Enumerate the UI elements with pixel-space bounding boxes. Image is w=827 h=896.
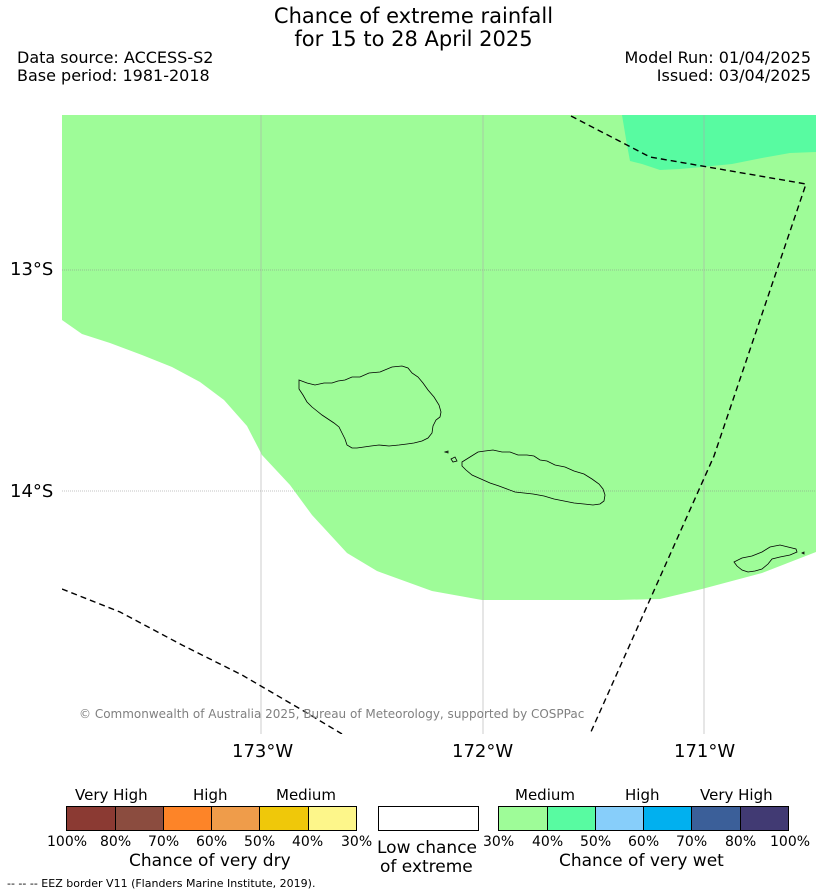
dry-tick: 30% [341,834,373,850]
data-source-label: Data source: ACCESS-S2 [17,48,214,67]
wet-swatch-80-100 [740,806,789,831]
wet-tick: 60% [628,834,660,850]
dry-swatch-30-40 [308,806,357,831]
wet-category-high: High [625,786,660,804]
wet-swatch-50-60 [595,806,644,831]
map-title-line1: Chance of extreme rainfall [273,4,554,28]
eez-borders [62,115,807,734]
wet-swatch-30-40 [498,806,548,831]
dry-legend-title: Chance of very dry [129,851,291,871]
dry-tick: 40% [292,834,324,850]
wet-tick: 80% [725,834,757,850]
model-run-label: Model Run: 01/04/2025 [624,48,812,67]
dry-category-medium: Medium [276,786,336,804]
island-upolu [461,449,606,506]
lat-label-14s: 14°S [10,481,54,502]
lon-label-173w: 173°W [232,741,294,762]
eez-border-east [570,115,807,734]
base-period-label: Base period: 1981-2018 [17,66,210,85]
island-tutuila [733,544,798,573]
dry-swatch-70-80 [115,806,164,831]
low-chance-title-line1: Low chance [377,838,477,858]
dry-swatch-60-70 [163,806,212,831]
lon-label-171w: 171°W [674,741,736,762]
rainfall-map [62,115,816,734]
medium-wet-40-region [622,115,816,170]
wet-tick: 40% [532,834,564,850]
map-title-line2: for 15 to 28 April 2025 [294,27,533,51]
dry-tick: 50% [244,834,276,850]
dry-category-very-high: Very High [75,786,148,804]
wet-tick: 100% [770,834,811,850]
island-apolima [450,456,458,463]
eez-footnote: -- -- -- EEZ border V11 (Flanders Marine… [7,877,316,890]
wet-tick: 30% [483,834,515,850]
lon-label-172w: 172°W [452,741,514,762]
wet-category-very-high: Very High [700,786,773,804]
wet-category-medium: Medium [515,786,575,804]
lat-label-13s: 13°S [10,259,54,280]
dry-tick: 70% [148,834,180,850]
copyright-notice: © Commonwealth of Australia 2025, Bureau… [79,707,585,721]
wet-swatch-40-50 [547,806,596,831]
wet-swatch-70-80 [691,806,741,831]
low-chance-title-line2: of extreme [380,857,473,877]
wet-tick: 50% [580,834,612,850]
wet-swatch-60-70 [643,806,692,831]
issued-label: Issued: 03/04/2025 [656,66,811,85]
low-chance-swatch [378,806,479,831]
islands [298,365,805,573]
wet-legend-title: Chance of very wet [559,851,724,871]
island-savaii [298,365,442,449]
dry-tick: 60% [196,834,228,850]
dry-tick: 100% [47,834,88,850]
map-meridians [260,115,705,734]
wet-tick: 70% [676,834,708,850]
dry-swatch-50-60 [211,806,260,831]
dry-swatch-80-100 [66,806,116,831]
dry-tick: 80% [100,834,132,850]
island-manono [443,450,449,454]
island-aunuu [801,551,805,555]
map-gridlines [62,269,816,492]
medium-wet-region [62,115,816,600]
dry-swatch-40-50 [259,806,309,831]
dry-category-high: High [193,786,228,804]
eez-border-southwest [62,588,343,734]
